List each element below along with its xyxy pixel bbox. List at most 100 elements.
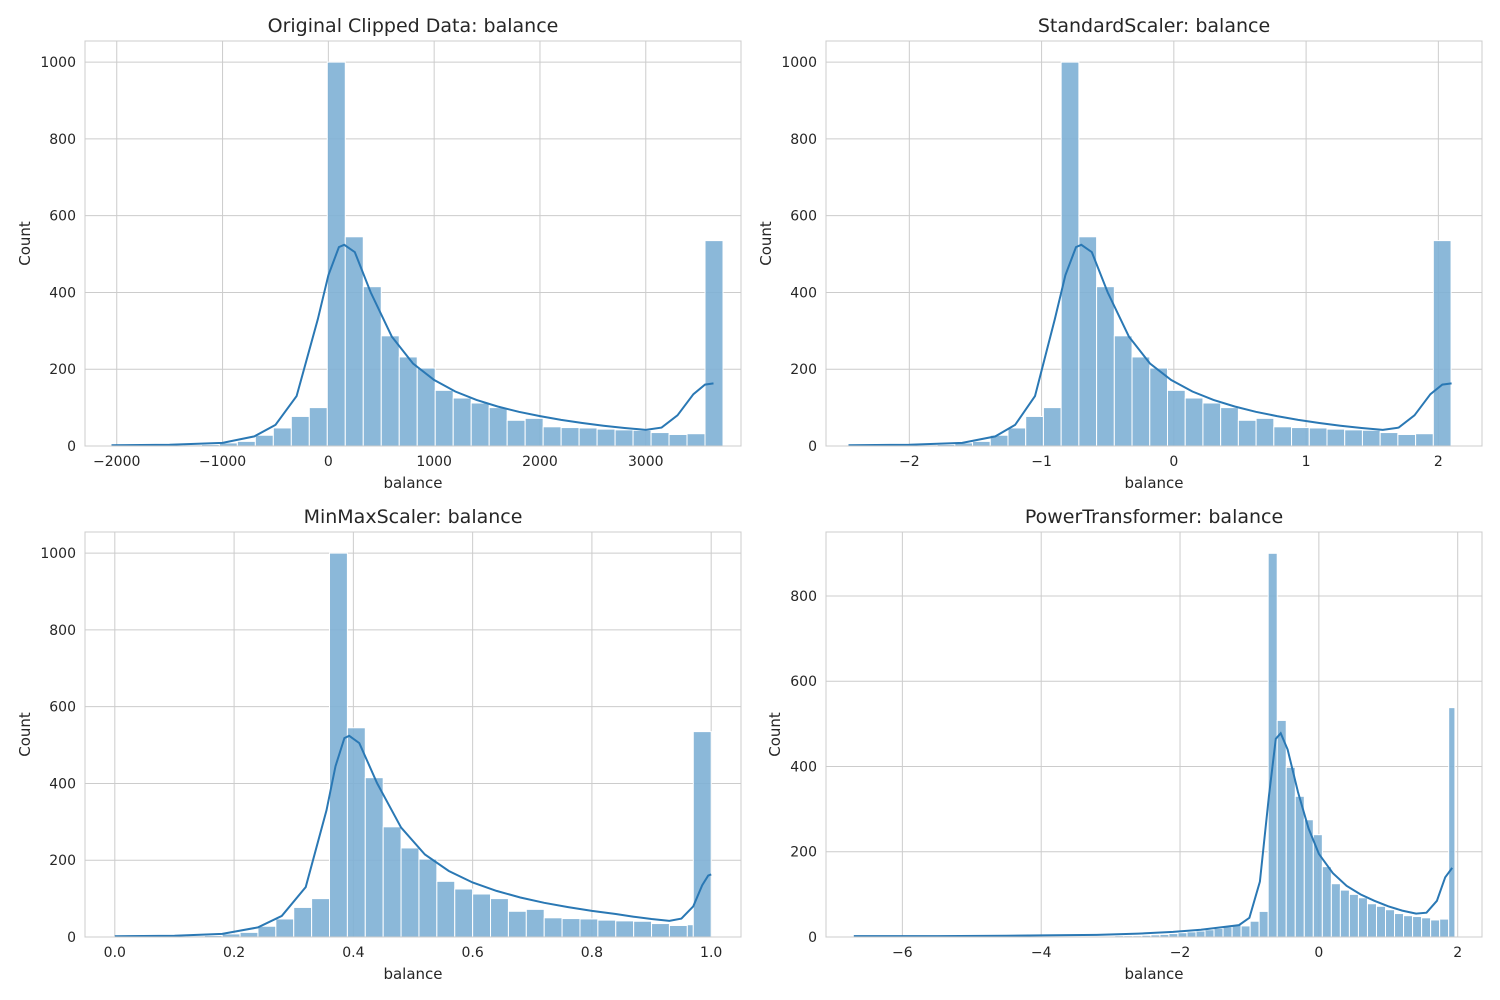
x-tick-label: 1.0 bbox=[700, 945, 722, 961]
histogram-bar bbox=[1237, 419, 1257, 447]
axes-frame bbox=[825, 40, 1483, 447]
histogram-bar bbox=[1366, 903, 1377, 938]
histogram-bar bbox=[596, 428, 616, 447]
histogram-bar bbox=[1184, 397, 1204, 447]
y-tick-label: 200 bbox=[790, 845, 817, 861]
y-axis-label: Count bbox=[16, 712, 34, 757]
x-tick-label: 0.8 bbox=[581, 945, 603, 961]
y-tick-label: 400 bbox=[790, 285, 817, 301]
x-tick-label: −6 bbox=[892, 945, 913, 961]
histogram-bar bbox=[1430, 919, 1441, 938]
y-tick-label: 200 bbox=[49, 853, 76, 869]
x-tick-label: 0 bbox=[1314, 945, 1323, 961]
histogram-bar bbox=[1042, 407, 1062, 447]
histogram-bar bbox=[1379, 432, 1399, 447]
histogram-bar bbox=[254, 434, 274, 447]
x-tick-label: 2 bbox=[1434, 454, 1443, 470]
histogram-bar bbox=[1412, 916, 1423, 938]
histogram-bar bbox=[380, 335, 400, 447]
histogram-bars bbox=[110, 61, 724, 447]
subplot-title: PowerTransformer: balance bbox=[1025, 506, 1283, 528]
y-tick-label: 1000 bbox=[781, 55, 817, 71]
y-tick-label: 0 bbox=[808, 439, 817, 455]
histogram-bar bbox=[1330, 883, 1341, 938]
histogram-bar bbox=[1213, 927, 1224, 938]
x-tick-label: −2 bbox=[1170, 945, 1191, 961]
histogram-bar bbox=[1113, 335, 1133, 447]
histogram-bar bbox=[364, 777, 384, 938]
histogram-bar bbox=[1421, 917, 1432, 938]
histogram-bar bbox=[1439, 918, 1450, 938]
subplot-minmax-scaler: MinMaxScaler: balance balance Count 0.0 0… bbox=[16, 506, 742, 983]
histogram-bar bbox=[1025, 415, 1044, 447]
y-tick-label: 800 bbox=[790, 132, 817, 148]
subplot-title: MinMaxScaler: balance bbox=[304, 506, 523, 528]
y-tick-label: 200 bbox=[790, 362, 817, 378]
histogram-bar bbox=[1168, 933, 1179, 938]
x-tick-label: 2000 bbox=[522, 454, 558, 470]
y-tick-label: 600 bbox=[49, 700, 76, 716]
histogram-bar bbox=[1149, 367, 1168, 447]
histogram-bar bbox=[257, 925, 277, 938]
histogram-bar bbox=[308, 407, 328, 447]
histogram-bar bbox=[686, 924, 694, 938]
histogram-bars bbox=[847, 61, 1452, 447]
axes-frame bbox=[84, 40, 742, 447]
histogram-bar bbox=[506, 419, 526, 447]
histogram-bar bbox=[668, 924, 688, 938]
histogram-bar bbox=[1285, 766, 1296, 938]
x-tick-label: −4 bbox=[1031, 945, 1052, 961]
histogram-bar bbox=[275, 918, 295, 938]
histogram-bar bbox=[1291, 427, 1310, 447]
histogram-bar bbox=[1177, 932, 1188, 938]
histogram-bar bbox=[1344, 429, 1363, 447]
histogram-bar bbox=[1321, 866, 1332, 938]
subplot-original: Original Clipped Data: balance balance C… bbox=[16, 15, 742, 492]
histogram-bar bbox=[1415, 433, 1434, 447]
y-tick-label: 800 bbox=[49, 623, 76, 639]
x-axis-label: balance bbox=[383, 965, 442, 983]
histogram-bar bbox=[579, 918, 599, 938]
histogram-bar bbox=[1294, 795, 1305, 938]
histogram-bar bbox=[1249, 920, 1260, 938]
y-tick-label: 800 bbox=[49, 132, 76, 148]
histogram-bar bbox=[1385, 909, 1396, 938]
histogram-bar bbox=[1166, 389, 1186, 447]
histogram-bar bbox=[400, 847, 420, 938]
histogram-bar bbox=[1007, 427, 1027, 447]
x-tick-label: 0.2 bbox=[223, 945, 245, 961]
histogram-bar bbox=[488, 407, 508, 447]
histogram-bar bbox=[1308, 427, 1328, 447]
y-tick-label: 400 bbox=[49, 776, 76, 792]
histogram-bar bbox=[525, 908, 545, 938]
histogram-bar bbox=[293, 906, 313, 938]
subplot-title: StandardScaler: balance bbox=[1038, 15, 1270, 37]
y-axis-label: Count bbox=[16, 221, 34, 266]
x-tick-label: −1000 bbox=[199, 454, 246, 470]
x-axis-label: balance bbox=[1124, 965, 1183, 983]
kde-curve bbox=[114, 734, 712, 938]
histogram-bar bbox=[1348, 893, 1359, 938]
y-axis-label: Count bbox=[766, 712, 784, 757]
histogram-bar bbox=[632, 429, 652, 447]
histogram-bar bbox=[1078, 236, 1098, 447]
histogram-bar bbox=[1240, 925, 1251, 938]
histogram-bar bbox=[1060, 61, 1080, 447]
x-tick-label: 3000 bbox=[628, 454, 664, 470]
histogram-bar bbox=[614, 429, 634, 447]
y-tick-label: 200 bbox=[49, 362, 76, 378]
y-tick-label: 0 bbox=[808, 930, 817, 946]
histogram-bar bbox=[1432, 240, 1452, 447]
histogram-bar bbox=[272, 427, 292, 447]
histogram-bar bbox=[436, 880, 456, 938]
histogram-bar bbox=[542, 426, 562, 447]
axes-frame bbox=[825, 531, 1483, 938]
x-tick-label: −2000 bbox=[93, 454, 140, 470]
histogram-bar bbox=[1202, 402, 1222, 447]
y-tick-label: 400 bbox=[790, 759, 817, 775]
histogram-bar bbox=[1195, 930, 1206, 938]
histogram-bar bbox=[1273, 426, 1293, 447]
histogram-bar bbox=[633, 920, 653, 938]
x-axis-label: balance bbox=[383, 474, 442, 492]
